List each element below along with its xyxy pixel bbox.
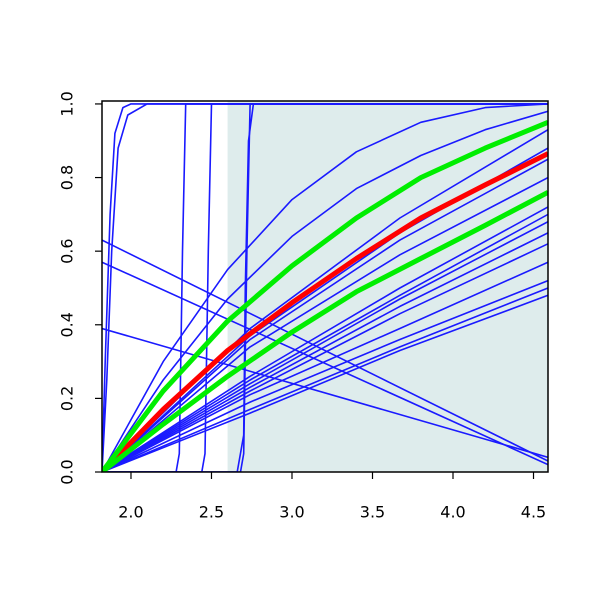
x-tick-label: 4.0 bbox=[440, 503, 465, 522]
x-tick-label: 2.0 bbox=[118, 503, 143, 522]
curve bbox=[102, 287, 548, 472]
y-tick-label: 1.0 bbox=[58, 91, 77, 116]
axes: 2.0 2.5 3.0 3.5 4.0 4.5 0.0 0.2 0.4 0.6 0.8 1.0 bbox=[58, 91, 549, 522]
curve bbox=[102, 103, 548, 472]
curve bbox=[102, 243, 548, 472]
y-tick-label: 0.0 bbox=[58, 459, 77, 484]
curve bbox=[102, 213, 548, 472]
curve bbox=[102, 232, 548, 472]
curve bbox=[102, 327, 548, 459]
curve bbox=[102, 176, 548, 472]
curve bbox=[102, 151, 548, 472]
curve bbox=[102, 103, 548, 472]
y-tick-label: 0.2 bbox=[58, 386, 77, 411]
curve bbox=[102, 261, 548, 466]
curve bbox=[102, 119, 548, 472]
plot-area bbox=[102, 101, 548, 472]
curve bbox=[102, 206, 548, 472]
shaded-region bbox=[227, 101, 548, 472]
curve bbox=[102, 261, 548, 472]
curve bbox=[102, 220, 548, 472]
x-tick-label: 3.0 bbox=[279, 503, 304, 522]
y-tick-label: 0.8 bbox=[58, 165, 77, 190]
curve bbox=[102, 158, 548, 472]
plot-frame bbox=[101, 100, 549, 473]
curve bbox=[102, 190, 548, 472]
y-tick-label: 0.6 bbox=[58, 238, 77, 263]
x-tick-label: 2.5 bbox=[199, 503, 224, 522]
curve bbox=[102, 239, 548, 462]
y-tick-label: 0.4 bbox=[58, 312, 77, 337]
x-tick-label: 4.5 bbox=[521, 503, 546, 522]
curve bbox=[102, 110, 548, 472]
x-tick-label: 3.5 bbox=[360, 503, 385, 522]
curve bbox=[102, 103, 548, 472]
curve bbox=[102, 294, 548, 472]
curve bbox=[102, 103, 548, 472]
curve bbox=[102, 279, 548, 472]
